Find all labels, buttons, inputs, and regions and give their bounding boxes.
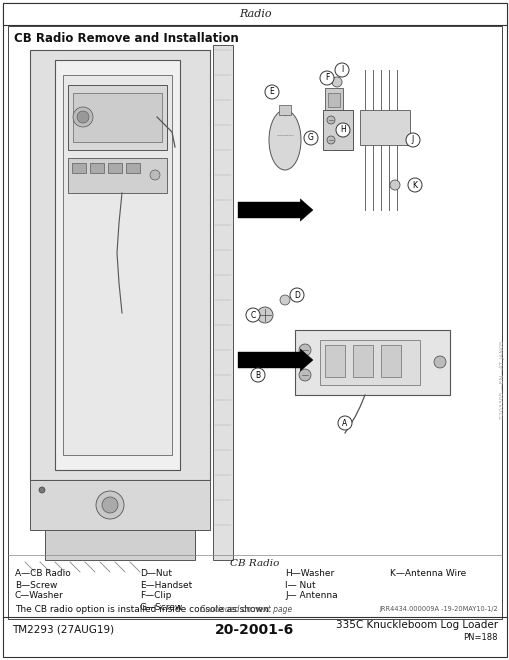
Circle shape — [279, 295, 290, 305]
Bar — [3, 3, 506, 25]
Bar — [45, 530, 194, 560]
Text: T203305 —EN—AT JAN05: T203305 —EN—AT JAN05 — [499, 341, 504, 419]
Bar — [63, 75, 172, 455]
Text: G—Screw: G—Screw — [140, 603, 183, 612]
Circle shape — [337, 416, 351, 430]
Text: C: C — [250, 310, 255, 319]
Circle shape — [331, 77, 342, 87]
Text: F—Clip: F—Clip — [140, 591, 171, 601]
Circle shape — [257, 307, 272, 323]
Circle shape — [265, 85, 278, 99]
Bar — [294, 330, 449, 395]
Circle shape — [77, 111, 89, 123]
Circle shape — [407, 178, 421, 192]
Text: Radio: Radio — [238, 9, 271, 19]
Circle shape — [96, 491, 124, 519]
Text: I— Nut: I— Nut — [285, 581, 315, 589]
Text: A—CB Radio: A—CB Radio — [15, 570, 71, 579]
Text: CB Radio: CB Radio — [230, 558, 279, 568]
Text: PN=188: PN=188 — [463, 634, 497, 642]
Text: D—Nut: D—Nut — [140, 570, 172, 579]
Text: K: K — [412, 180, 417, 189]
Circle shape — [335, 123, 349, 137]
Text: B—Screw: B—Screw — [15, 581, 58, 589]
Circle shape — [405, 133, 419, 147]
Circle shape — [303, 131, 318, 145]
Circle shape — [290, 288, 303, 302]
Text: B: B — [255, 370, 260, 380]
Bar — [126, 163, 140, 173]
Circle shape — [319, 71, 333, 85]
Text: H: H — [340, 125, 345, 135]
Circle shape — [298, 344, 310, 356]
Bar — [324, 88, 343, 113]
Text: 335C Knuckleboom Log Loader: 335C Knuckleboom Log Loader — [335, 620, 497, 630]
Circle shape — [250, 368, 265, 382]
Bar — [72, 163, 86, 173]
Polygon shape — [238, 199, 313, 221]
Circle shape — [326, 116, 334, 124]
Text: CB Radio Remove and Installation: CB Radio Remove and Installation — [14, 32, 238, 44]
Text: F: F — [324, 73, 328, 82]
Bar — [55, 60, 180, 470]
Text: JRR4434.000009A -19-20MAY10-1/2: JRR4434.000009A -19-20MAY10-1/2 — [379, 606, 497, 612]
Bar — [327, 93, 340, 107]
Text: K—Antenna Wire: K—Antenna Wire — [389, 570, 465, 579]
Text: The CB radio option is installed inside console as shown.: The CB radio option is installed inside … — [15, 605, 271, 614]
Circle shape — [389, 180, 399, 190]
Text: I: I — [340, 65, 343, 75]
Bar — [8, 26, 501, 619]
Circle shape — [73, 107, 93, 127]
Bar — [319, 340, 419, 385]
Circle shape — [102, 497, 118, 513]
Text: H—Washer: H—Washer — [285, 570, 333, 579]
Circle shape — [245, 308, 260, 322]
Bar — [380, 345, 400, 377]
Text: G: G — [307, 133, 314, 143]
Circle shape — [39, 487, 45, 493]
Circle shape — [150, 170, 160, 180]
Text: Continued on next page: Continued on next page — [200, 605, 292, 614]
Text: D: D — [294, 290, 299, 300]
Bar — [68, 85, 166, 150]
Circle shape — [334, 63, 348, 77]
Bar — [73, 93, 162, 142]
Bar — [324, 345, 344, 377]
Bar — [68, 158, 166, 193]
Bar — [278, 105, 291, 115]
Text: C—Washer: C—Washer — [15, 591, 64, 601]
Circle shape — [267, 355, 277, 365]
Bar — [30, 50, 210, 480]
Text: 20-2001-6: 20-2001-6 — [215, 623, 294, 637]
Ellipse shape — [268, 110, 300, 170]
Text: J: J — [411, 135, 413, 145]
Text: J— Antenna: J— Antenna — [285, 591, 337, 601]
Text: E: E — [269, 88, 274, 96]
Polygon shape — [238, 348, 313, 371]
Bar — [30, 480, 210, 530]
Circle shape — [298, 369, 310, 381]
Bar — [90, 163, 104, 173]
Bar — [352, 345, 372, 377]
Circle shape — [433, 356, 445, 368]
Text: A: A — [342, 418, 347, 428]
Bar — [359, 110, 409, 145]
Bar — [108, 163, 122, 173]
Bar — [213, 45, 233, 560]
Text: E—Handset: E—Handset — [140, 581, 192, 589]
Circle shape — [326, 136, 334, 144]
Text: TM2293 (27AUG19): TM2293 (27AUG19) — [12, 625, 114, 635]
Bar — [322, 110, 352, 150]
